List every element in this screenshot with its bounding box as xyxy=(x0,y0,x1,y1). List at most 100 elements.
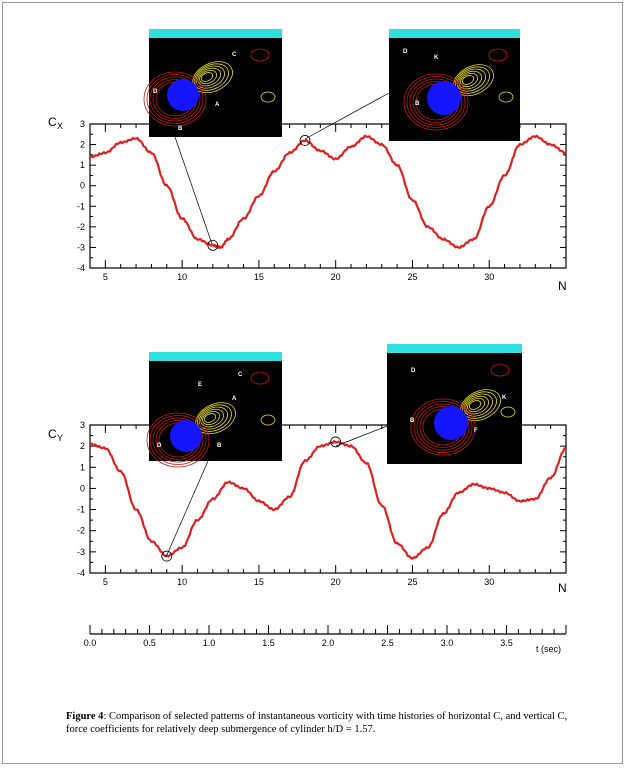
negative-vorticity-contour xyxy=(403,73,469,131)
y-axis-label: C xyxy=(48,115,57,129)
y-tick-label: -2 xyxy=(77,222,85,232)
highlight-marker xyxy=(161,550,173,562)
positive-vorticity-contour xyxy=(200,72,214,82)
positive-vorticity-contour xyxy=(467,397,486,413)
negative-vorticity-contour xyxy=(143,71,207,127)
negative-vorticity-contour xyxy=(149,76,201,122)
y-tick-label: -4 xyxy=(77,568,85,578)
vorticity-inset: D K B xyxy=(304,29,520,141)
vortex-label: F xyxy=(474,428,478,434)
cylinder xyxy=(167,79,199,111)
time-tick-label: 1.5 xyxy=(262,638,275,648)
force-coefficient-line xyxy=(89,440,567,560)
negative-vorticity-contour xyxy=(152,417,204,463)
highlight-marker xyxy=(299,135,311,146)
y-axis-label-subscript: X xyxy=(57,121,63,131)
negative-vorticity-contour xyxy=(406,76,466,128)
x-tick-label: 20 xyxy=(331,272,341,282)
vorticity-inset: C E A D B xyxy=(146,352,282,558)
cylinder xyxy=(434,406,468,440)
vortex-label: B xyxy=(178,126,183,132)
vortex-label: C xyxy=(238,372,243,378)
negative-vorticity-contour xyxy=(413,401,473,453)
positive-vorticity-contour xyxy=(202,410,221,426)
vortex-label: D xyxy=(153,89,158,95)
vorticity-inset: C D A B xyxy=(143,29,282,245)
negative-vorticity-contour xyxy=(146,412,210,468)
negative-vorticity-contour xyxy=(488,48,508,62)
vortex-label: B xyxy=(410,418,415,424)
time-tick-label: 3.0 xyxy=(441,638,454,648)
negative-vorticity-contour xyxy=(149,415,207,465)
inset-background xyxy=(149,37,282,137)
negative-vorticity-contour xyxy=(410,398,476,456)
negative-vorticity-contour xyxy=(490,363,510,377)
y-axis-label: C xyxy=(48,427,57,441)
free-surface-bar xyxy=(149,352,282,361)
inset-background xyxy=(149,360,282,461)
vorticity-insets: C D A B D K B C E A D B D K B F xyxy=(143,29,522,558)
x-tick-label: 25 xyxy=(407,272,417,282)
y-tick-label: -1 xyxy=(77,201,85,211)
x-axis-label: N xyxy=(558,279,567,293)
cylinder xyxy=(427,81,461,115)
y-tick-label: -3 xyxy=(77,547,85,557)
time-tick-label: 1.0 xyxy=(203,638,216,648)
vortex-label: C xyxy=(232,52,237,58)
negative-vorticity-contour xyxy=(409,78,463,126)
positive-vorticity-contour xyxy=(465,395,490,415)
positive-vorticity-contour xyxy=(456,68,486,92)
y-tick-label: 3 xyxy=(80,420,85,430)
highlight-marker xyxy=(207,239,219,251)
positive-vorticity-contour xyxy=(199,69,218,85)
inset-leader-line xyxy=(174,136,213,245)
time-axis-label: t (sec) xyxy=(536,644,561,654)
time-tick-label: 2.0 xyxy=(322,638,335,648)
y-tick-label: -1 xyxy=(77,505,85,515)
vortex-label: D xyxy=(411,368,416,374)
vortex-label: E xyxy=(198,382,202,388)
positive-vorticity-contour xyxy=(203,413,217,423)
positive-vorticity-contour xyxy=(498,91,514,103)
positive-vorticity-contour xyxy=(260,414,276,426)
vortex-label: B xyxy=(415,101,420,107)
time-tick-label: 0.5 xyxy=(143,638,156,648)
vortex-label: K xyxy=(434,55,439,61)
cylinder xyxy=(170,420,202,452)
y-tick-label: 0 xyxy=(80,181,85,191)
y-tick-label: -3 xyxy=(77,242,85,252)
y-tick-label: -2 xyxy=(77,526,85,536)
x-tick-label: 10 xyxy=(177,577,187,587)
x-tick-label: 10 xyxy=(177,272,187,282)
positive-vorticity-contour xyxy=(458,70,483,90)
vortex-label: D xyxy=(157,443,162,449)
vortex-label: D xyxy=(403,49,408,55)
positive-vorticity-contour xyxy=(463,393,493,417)
time-tick-label: 0.0 xyxy=(84,638,97,648)
time-axis: 0.0 0.5 1.0 1.5 2.0 2.5 3.0 3.5 t (sec) xyxy=(84,625,567,654)
x-tick-label: 5 xyxy=(103,272,108,282)
x-tick-label: 5 xyxy=(103,577,108,587)
x-tick-label: 25 xyxy=(407,577,417,587)
x-tick-label: 30 xyxy=(484,577,494,587)
y-tick-label: 1 xyxy=(80,160,85,170)
positive-vorticity-contour xyxy=(500,406,516,418)
y-axis-label-subscript: Y xyxy=(57,433,63,443)
free-surface-bar xyxy=(389,29,520,38)
time-tick-label: 3.5 xyxy=(500,638,513,648)
figure-caption: Figure 4: Comparison of selected pattern… xyxy=(66,710,586,736)
x-tick-label: 15 xyxy=(254,272,264,282)
y-tick-label: 3 xyxy=(80,119,85,129)
positive-vorticity-contour xyxy=(200,408,225,428)
inset-leader-line xyxy=(335,425,388,447)
y-tick-label: 2 xyxy=(80,140,85,150)
y-tick-label: 0 xyxy=(80,483,85,493)
negative-vorticity-contour xyxy=(250,371,270,385)
time-tick-label: 2.5 xyxy=(381,638,394,648)
negative-vorticity-contour xyxy=(146,74,204,124)
vortex-label: B xyxy=(217,443,222,449)
negative-vorticity-contour xyxy=(250,48,270,62)
